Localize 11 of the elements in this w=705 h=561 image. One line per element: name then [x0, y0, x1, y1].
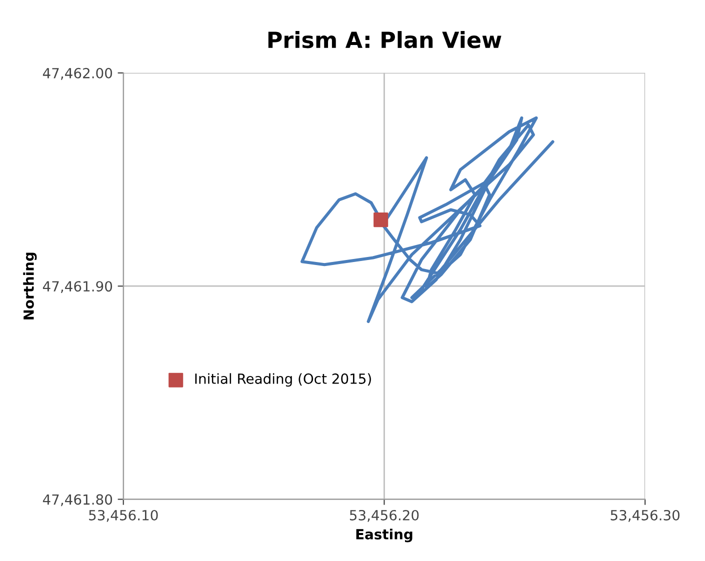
y-axis-title: Northing: [23, 252, 37, 320]
x-tick-label: 53,456.20: [350, 510, 419, 522]
x-axis-title: Easting: [356, 528, 412, 542]
y-tick-label: 47,461.90: [42, 281, 112, 293]
x-tick-label: 53,456.30: [610, 510, 680, 522]
chart-title: Prism A: Plan View: [268, 31, 502, 48]
x-tick-label: 53,456.10: [89, 510, 158, 522]
y-tick-label: 47,462.00: [42, 68, 112, 80]
line-series: [300, 116, 554, 324]
y-tick-label: 47,461.80: [42, 494, 112, 506]
legend-label: Initial Reading (Oct 2015): [195, 373, 371, 387]
